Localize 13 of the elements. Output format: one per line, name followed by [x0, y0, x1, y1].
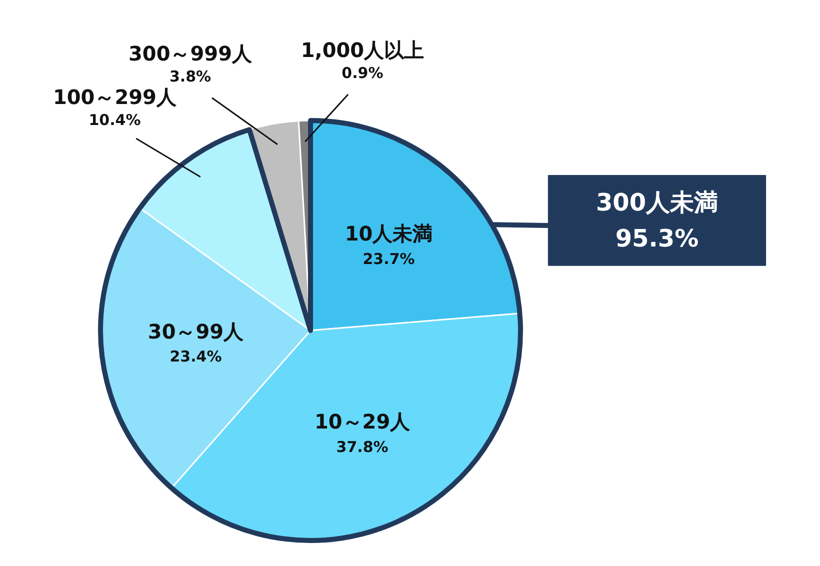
text: 300人未満 95.3% [596, 188, 718, 253]
slice-label: 300～999人 [128, 42, 253, 66]
slice-label: 1,000人以上 [300, 38, 424, 62]
data-label: 23.4% [170, 348, 222, 366]
data-label: 3.8% [169, 68, 212, 86]
slice-label: 10人未満 [344, 222, 433, 246]
slice-label: 10～29人 [314, 410, 412, 434]
data-label: 37.8% [336, 438, 388, 456]
data-label: 0.9% [342, 64, 384, 82]
slice-label: 100～299人 [52, 84, 178, 109]
slice-label: 30～99人 [148, 320, 245, 344]
data-label: 23.7% [362, 250, 415, 268]
data-label: 10.4% [88, 111, 141, 129]
